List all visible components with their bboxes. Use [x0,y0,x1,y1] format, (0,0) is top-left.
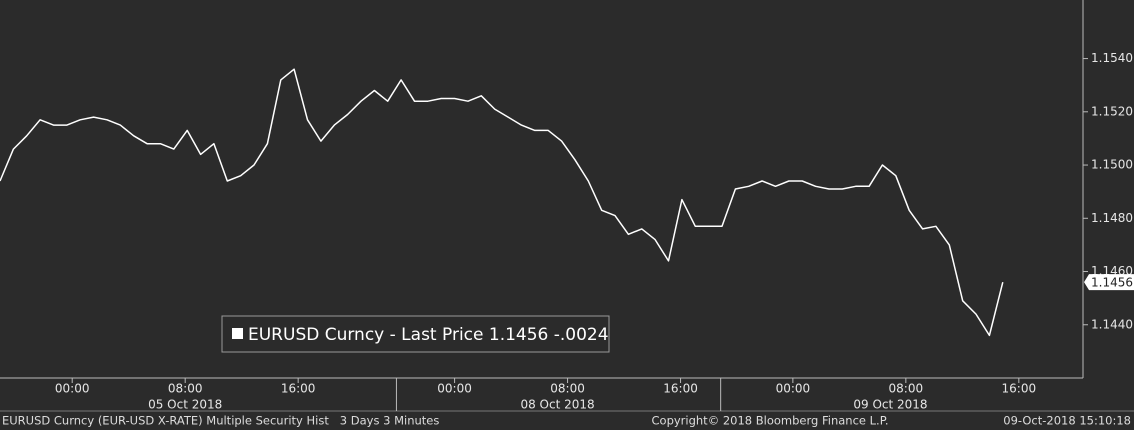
y-tick-label: 1.1440 [1091,317,1133,331]
y-tick-label: 1.1520 [1091,104,1133,118]
price-line [0,68,1004,337]
x-tick-label: 00:00 [55,382,90,396]
footer-left: EURUSD Curncy (EUR-USD X-RATE) Multiple … [2,414,439,428]
x-tick-label: 08:00 [889,382,924,396]
date-label: 09 Oct 2018 [853,398,927,412]
footer-right: 09-Oct-2018 15:10:18 [1003,414,1131,428]
x-tick-label: 00:00 [776,382,811,396]
x-tick-label: 16:00 [1002,382,1037,396]
x-tick-label: 00:00 [437,382,472,396]
last-price-tag [1084,274,1134,291]
date-label: 08 Oct 2018 [520,398,594,412]
y-tick-label: 1.1480 [1091,211,1133,225]
date-label: 05 Oct 2018 [148,398,222,412]
x-tick-label: 08:00 [168,382,203,396]
x-tick-label: 16:00 [281,382,316,396]
last-price-label: 1.1456 [1091,276,1133,290]
legend-swatch [232,328,243,339]
y-tick-label: 1.1540 [1091,51,1133,65]
legend-label: EURUSD Curncy - Last Price 1.1456 -.0024 [248,325,609,345]
x-tick-label: 16:00 [663,382,698,396]
y-tick-label: 1.1500 [1091,158,1133,172]
footer-center: Copyright© 2018 Bloomberg Finance L.P. [652,414,889,428]
x-tick-label: 08:00 [550,382,585,396]
legend-box [221,315,610,353]
